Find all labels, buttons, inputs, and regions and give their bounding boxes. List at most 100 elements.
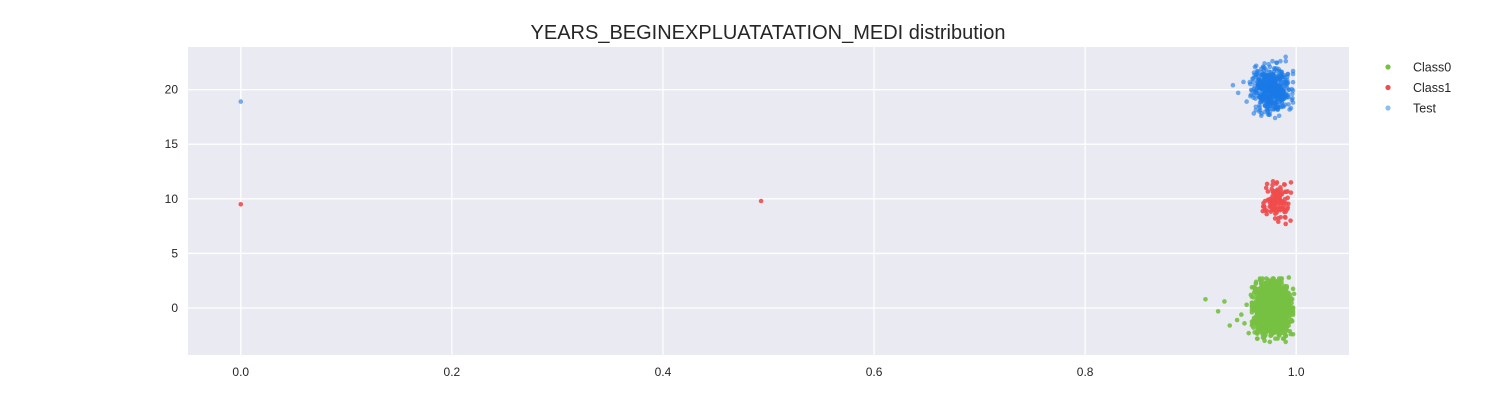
data-point — [1268, 87, 1273, 93]
data-point — [1288, 180, 1294, 185]
data-point — [1290, 305, 1296, 310]
data-point — [1222, 299, 1227, 304]
data-point — [1265, 189, 1271, 194]
data-point — [1270, 197, 1276, 202]
y-tick-label: 10 — [165, 192, 179, 206]
data-point — [1283, 333, 1288, 338]
plot-background — [188, 47, 1349, 355]
data-point — [1291, 291, 1297, 297]
data-point — [1288, 218, 1293, 223]
data-point — [1264, 211, 1269, 217]
data-point — [1281, 92, 1287, 97]
data-point — [1281, 207, 1287, 213]
data-point — [1280, 289, 1285, 295]
y-tick-label: 20 — [165, 83, 179, 97]
series-test — [238, 54, 1296, 121]
data-point — [1265, 312, 1271, 318]
data-point — [1283, 54, 1288, 60]
data-point — [1246, 330, 1252, 336]
data-point — [1267, 109, 1273, 114]
data-point — [1285, 294, 1290, 300]
legend-item-class1: Class1 — [1385, 81, 1451, 95]
data-point — [1280, 316, 1286, 322]
x-tick-label: 0.2 — [444, 365, 461, 379]
data-point — [1254, 322, 1260, 327]
data-point — [1274, 195, 1280, 200]
data-point — [1283, 215, 1288, 220]
data-point — [1282, 182, 1287, 187]
data-point — [1274, 60, 1280, 65]
data-point — [1288, 190, 1294, 195]
data-point — [1276, 104, 1282, 110]
data-point — [1273, 92, 1279, 97]
data-point — [1251, 315, 1257, 321]
data-point — [1271, 310, 1277, 316]
data-point — [1273, 281, 1279, 286]
data-point — [1275, 319, 1280, 325]
data-point — [1270, 58, 1275, 64]
data-point — [1284, 289, 1289, 295]
legend-marker — [1385, 105, 1391, 111]
data-point — [1269, 278, 1274, 283]
data-point — [1253, 301, 1258, 307]
data-point — [1290, 88, 1296, 93]
data-point — [1267, 64, 1273, 70]
data-point — [1256, 109, 1262, 114]
data-point — [1253, 73, 1259, 78]
chart-title: YEARS_BEGINEXPLUATATATION_MEDI distribut… — [531, 22, 1006, 44]
data-point — [1251, 325, 1256, 330]
data-point — [1249, 88, 1255, 93]
data-point — [1254, 79, 1260, 84]
data-point — [1252, 330, 1257, 335]
data-point — [1279, 326, 1285, 332]
data-point — [1290, 331, 1296, 337]
data-point — [1270, 179, 1276, 184]
x-tick-label: 0.8 — [1077, 365, 1094, 379]
data-point — [758, 198, 764, 204]
x-tick-label: 0.4 — [655, 365, 672, 379]
series-class1 — [238, 179, 1294, 227]
data-point — [1273, 304, 1279, 310]
data-point — [1260, 204, 1266, 209]
data-point — [1290, 286, 1296, 292]
data-point — [1269, 295, 1275, 300]
data-point — [1288, 105, 1294, 111]
data-point — [1253, 107, 1259, 113]
data-point — [1262, 338, 1267, 344]
legend: Class0 Class1 Test — [1385, 61, 1451, 116]
data-point — [1230, 82, 1236, 88]
data-point — [1262, 333, 1268, 339]
data-point — [1263, 185, 1269, 191]
data-point — [1259, 310, 1265, 316]
data-point — [1275, 73, 1281, 78]
data-point — [1279, 302, 1285, 308]
data-point — [1241, 79, 1246, 85]
data-point — [1278, 199, 1284, 204]
data-point — [1269, 287, 1274, 293]
data-point — [1253, 104, 1259, 110]
data-point — [1284, 85, 1290, 90]
data-point — [1248, 292, 1254, 298]
data-point — [1272, 216, 1278, 221]
data-point — [1272, 211, 1278, 216]
data-point — [1268, 330, 1274, 336]
data-point — [1276, 113, 1282, 119]
data-point — [1289, 317, 1294, 323]
data-point — [1249, 310, 1255, 315]
data-point — [1283, 326, 1289, 331]
data-points — [238, 54, 1297, 345]
data-point — [1270, 182, 1275, 188]
data-point — [1264, 281, 1269, 287]
data-point — [1285, 71, 1291, 77]
data-point — [1251, 290, 1257, 295]
data-point — [1283, 78, 1289, 84]
data-point — [1272, 115, 1278, 121]
data-point — [1278, 192, 1283, 198]
legend-item-class0: Class0 — [1385, 61, 1451, 75]
data-point — [1242, 321, 1247, 326]
x-tick-label: 1.0 — [1288, 365, 1305, 379]
data-point — [1269, 96, 1275, 102]
data-point — [1279, 81, 1284, 86]
data-point — [1285, 205, 1291, 210]
data-point — [1268, 302, 1274, 308]
